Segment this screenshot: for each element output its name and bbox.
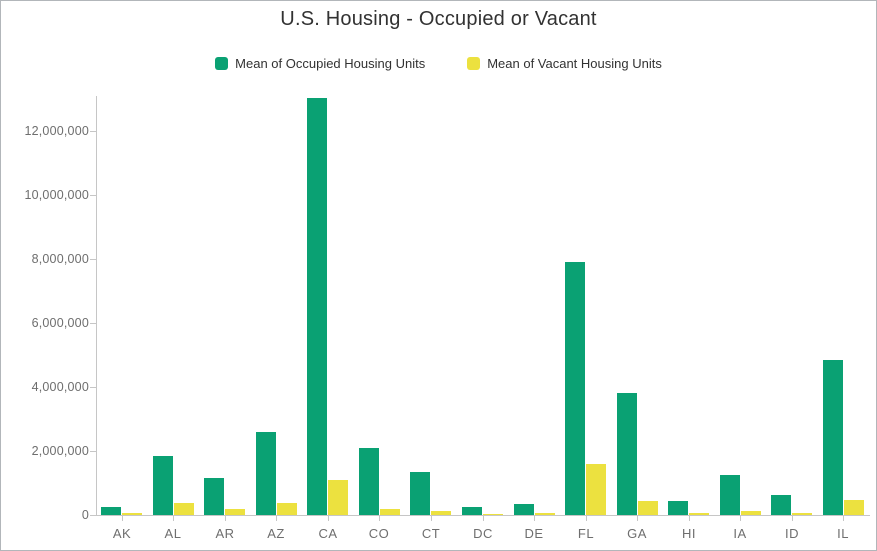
bar-occupied-AR[interactable]	[204, 478, 224, 515]
legend-label-occupied: Mean of Occupied Housing Units	[235, 56, 426, 71]
bar-vacant-IA[interactable]	[741, 511, 761, 515]
x-axis-label: IA	[733, 526, 747, 541]
bar-occupied-CA[interactable]	[307, 98, 327, 515]
x-axis-label: HI	[682, 526, 696, 541]
bar-occupied-AZ[interactable]	[256, 432, 276, 515]
x-tick	[225, 516, 226, 521]
bar-occupied-IA[interactable]	[720, 475, 740, 515]
bar-occupied-FL[interactable]	[565, 262, 585, 515]
y-axis-label: 12,000,000	[24, 124, 89, 138]
x-axis-label: ID	[785, 526, 799, 541]
x-axis-label: AR	[215, 526, 235, 541]
bar-vacant-AL[interactable]	[174, 503, 194, 515]
x-tick	[637, 516, 638, 521]
x-tick	[740, 516, 741, 521]
bar-occupied-CO[interactable]	[359, 448, 379, 515]
bar-vacant-FL[interactable]	[586, 464, 606, 515]
bar-vacant-AZ[interactable]	[277, 503, 297, 515]
bar-vacant-CO[interactable]	[380, 509, 400, 515]
x-tick	[122, 516, 123, 521]
y-tick	[90, 131, 96, 132]
x-tick	[843, 516, 844, 521]
y-tick	[90, 451, 96, 452]
y-tick	[90, 387, 96, 388]
bar-vacant-CA[interactable]	[328, 480, 348, 515]
y-axis-label: 4,000,000	[31, 380, 89, 394]
bar-occupied-ID[interactable]	[771, 495, 791, 515]
x-axis-label: DE	[524, 526, 544, 541]
legend-item-occupied[interactable]: Mean of Occupied Housing Units	[215, 56, 425, 71]
bar-vacant-CT[interactable]	[431, 511, 451, 515]
bar-occupied-AK[interactable]	[101, 507, 121, 515]
y-tick	[90, 515, 96, 516]
bar-occupied-HI[interactable]	[668, 501, 688, 515]
legend-swatch-occupied-icon	[215, 57, 229, 70]
bar-vacant-IL[interactable]	[844, 500, 864, 515]
bar-occupied-CT[interactable]	[410, 472, 430, 515]
x-tick	[379, 516, 380, 521]
x-axis-label: AL	[164, 526, 182, 541]
x-axis-label: AK	[112, 526, 132, 541]
x-tick	[689, 516, 690, 521]
x-axis-label: DC	[473, 526, 493, 541]
x-axis-label: FL	[577, 526, 595, 541]
y-tick	[90, 323, 96, 324]
x-tick	[431, 516, 432, 521]
x-tick	[276, 516, 277, 521]
bar-occupied-GA[interactable]	[617, 393, 637, 515]
legend: Mean of Occupied Housing Units Mean of V…	[1, 56, 876, 71]
bar-occupied-AL[interactable]	[153, 456, 173, 515]
x-tick	[328, 516, 329, 521]
legend-item-vacant[interactable]: Mean of Vacant Housing Units	[467, 56, 662, 71]
bar-vacant-AR[interactable]	[225, 509, 245, 515]
bar-vacant-AK[interactable]	[122, 513, 142, 515]
y-tick	[90, 259, 96, 260]
bar-occupied-DE[interactable]	[514, 504, 534, 515]
x-tick	[534, 516, 535, 521]
bar-vacant-HI[interactable]	[689, 513, 709, 515]
x-tick	[173, 516, 174, 521]
y-axis-label: 10,000,000	[24, 188, 89, 202]
bar-vacant-DE[interactable]	[535, 513, 555, 515]
bar-vacant-DC[interactable]	[483, 514, 503, 515]
y-axis-label: 6,000,000	[31, 316, 89, 330]
bar-occupied-DC[interactable]	[462, 507, 482, 515]
bar-occupied-IL[interactable]	[823, 360, 843, 515]
x-tick	[586, 516, 587, 521]
y-axis-label: 8,000,000	[31, 252, 89, 266]
y-axis-label: 0	[81, 508, 89, 522]
x-axis-line	[96, 515, 870, 516]
x-tick	[792, 516, 793, 521]
chart-title: U.S. Housing - Occupied or Vacant	[280, 8, 597, 30]
x-axis-label: CT	[421, 526, 441, 541]
x-axis-label: CO	[368, 526, 390, 541]
legend-label-vacant: Mean of Vacant Housing Units	[487, 56, 662, 71]
legend-swatch-vacant-icon	[467, 57, 481, 70]
x-axis-label: CA	[318, 526, 338, 541]
x-tick	[483, 516, 484, 521]
x-axis-label: GA	[627, 526, 647, 541]
y-tick	[90, 195, 96, 196]
bar-vacant-GA[interactable]	[638, 501, 658, 515]
y-axis-line	[96, 96, 97, 515]
y-axis-label: 2,000,000	[31, 444, 89, 458]
x-axis-label: IL	[837, 526, 849, 541]
bar-vacant-ID[interactable]	[792, 513, 812, 515]
x-axis-label: AZ	[267, 526, 285, 541]
